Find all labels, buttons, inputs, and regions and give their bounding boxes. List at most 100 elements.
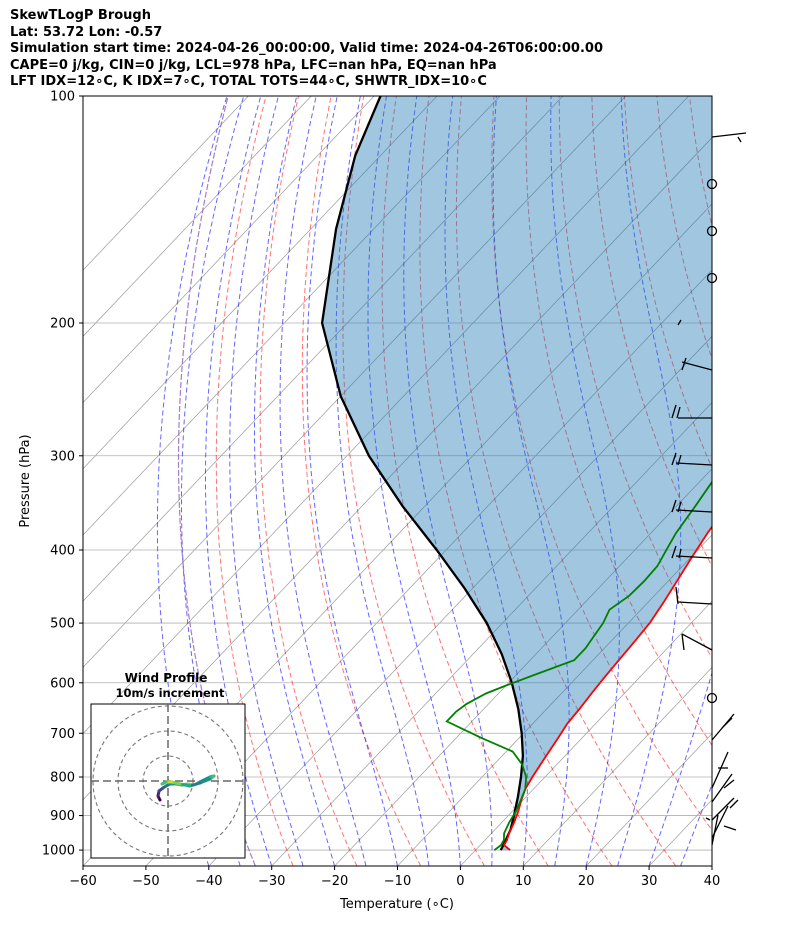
- wind-barb-flag: [681, 633, 685, 651]
- dry-adiabat: [455, 96, 677, 866]
- wind-barb-shaft: [681, 633, 713, 651]
- isotherm-line: [397, 534, 712, 866]
- moist-adiabat: [648, 671, 712, 866]
- x-tick-label: −50: [132, 874, 159, 889]
- isotherm-line: [208, 335, 712, 866]
- moist-adiabat: [403, 96, 493, 866]
- x-tick-label: −20: [321, 874, 348, 889]
- x-tick-label: 40: [704, 874, 721, 889]
- isotherm-line: [83, 96, 501, 536]
- x-tick-label: −10: [384, 874, 411, 889]
- calm-wind-marker: [706, 692, 718, 704]
- wind-barb-flag: [705, 817, 711, 821]
- y-tick-label: 700: [50, 727, 75, 742]
- wind-barb-flag: [671, 452, 677, 466]
- isotherm-line: [83, 96, 689, 735]
- wind-barb-flag: [671, 404, 677, 419]
- calm-wind-marker: [706, 178, 718, 190]
- moist-adiabat: [444, 96, 528, 866]
- isotherm-line: [83, 96, 438, 470]
- y-axis-ticks: 100 200 300 400 500 600 700 800 900 1000: [42, 90, 83, 859]
- y-tick-label: 200: [50, 317, 75, 332]
- y-tick-label: 500: [50, 617, 75, 632]
- hodograph-segment: [188, 781, 202, 788]
- moist-adiabat: [205, 96, 273, 866]
- hodograph-segment: [198, 777, 212, 785]
- y-tick-label: 600: [50, 676, 75, 691]
- x-tick-label: 10: [515, 874, 532, 889]
- cin-fill: [322, 96, 712, 851]
- dry-adiabat: [301, 96, 422, 866]
- moist-adiabats: [156, 96, 712, 866]
- moist-adiabat: [279, 96, 367, 866]
- x-axis-ticks: −60 −50 −40 −30 −20 −10 0 10 20 30 40: [69, 866, 720, 889]
- wind-barb-flag: [729, 799, 739, 809]
- indices-line: LFT IDX=12∘C, K IDX=7∘C, TOTAL TOTS=44∘C…: [10, 74, 487, 89]
- isotherm-line: [83, 96, 375, 404]
- wind-barb-flag: [671, 545, 677, 559]
- moist-adiabat: [617, 96, 682, 866]
- wind-barb-flag: [678, 548, 682, 559]
- chart-header: SkewTLogP Brough Lat: 53.72 Lon: -0.57 S…: [10, 8, 603, 91]
- hodograph-segment: [160, 780, 168, 786]
- wind-barb-shaft: [711, 132, 747, 138]
- isotherm-line: [334, 468, 712, 866]
- x-tick-label: 0: [456, 874, 464, 889]
- wind-barb-flag: [677, 501, 682, 513]
- wind-barb-flag: [675, 586, 679, 605]
- moist-adiabat: [181, 96, 245, 866]
- moist-adiabat: [306, 96, 398, 866]
- x-tick-label: 30: [641, 874, 658, 889]
- cape-line: CAPE=0 j/kg, CIN=0 j/kg, LCL=978 hPa, LF…: [10, 57, 497, 73]
- wind-barb-shaft: [675, 462, 713, 466]
- wind-barb-shaft: [677, 601, 713, 605]
- isotherm-line: [585, 733, 712, 866]
- dry-adiabat: [381, 96, 549, 866]
- dry-adiabat: [525, 96, 712, 747]
- moist-adiabat: [335, 96, 430, 866]
- x-tick-label: 20: [578, 874, 595, 889]
- isotherm-line: [271, 402, 712, 866]
- dry-adiabat: [591, 96, 712, 568]
- wind-barb-flag: [676, 406, 681, 419]
- time-line: Simulation start time: 2024-04-26_00:00:…: [10, 41, 603, 56]
- dewpoint-line: [445, 480, 712, 851]
- wind-barb-shaft: [711, 797, 735, 821]
- hodograph-segment: [178, 782, 192, 788]
- isotherm-line: [83, 96, 564, 602]
- isotherm-line: [145, 269, 712, 866]
- y-tick-label: 1000: [42, 844, 75, 859]
- x-tick-label: −30: [258, 874, 285, 889]
- wind-barb-flag: [677, 454, 682, 466]
- y-tick-label: 300: [50, 449, 75, 464]
- calm-wind-marker: [706, 225, 718, 237]
- x-tick-label: −40: [195, 874, 222, 889]
- x-axis-label: Temperature (∘C): [339, 897, 454, 912]
- moist-adiabat: [711, 864, 712, 866]
- wind-barb-shaft: [675, 509, 713, 513]
- moist-adiabat: [254, 96, 335, 866]
- wind-barb-shaft: [711, 773, 733, 803]
- wind-barb-shaft: [711, 751, 729, 789]
- chart-title: SkewTLogP Brough: [10, 8, 151, 23]
- isotherm-line: [711, 865, 712, 866]
- location-line: Lat: 53.72 Lon: -0.57: [10, 24, 163, 40]
- wind-barb-shaft: [675, 555, 713, 559]
- isotherm-line: [522, 666, 712, 866]
- y-axis-label: Pressure (hPa): [18, 434, 33, 527]
- wind-barb-flag: [737, 136, 742, 143]
- inset-title: Wind Profile: [125, 671, 208, 685]
- dry-adiabat: [215, 96, 294, 866]
- dry-adiabat: [787, 96, 794, 866]
- wind-barb-flag: [671, 499, 677, 513]
- y-tick-label: 100: [50, 90, 75, 105]
- isotherm-line: [460, 600, 712, 866]
- isotherm-line: [83, 96, 627, 668]
- wind-barb-flag: [723, 779, 735, 789]
- parcel-line: [320, 96, 525, 851]
- moist-adiabat: [156, 96, 228, 866]
- hodograph: [91, 704, 245, 858]
- wind-barb-flag: [681, 357, 687, 371]
- moist-adiabat: [492, 96, 570, 866]
- dry-adiabat: [722, 96, 794, 866]
